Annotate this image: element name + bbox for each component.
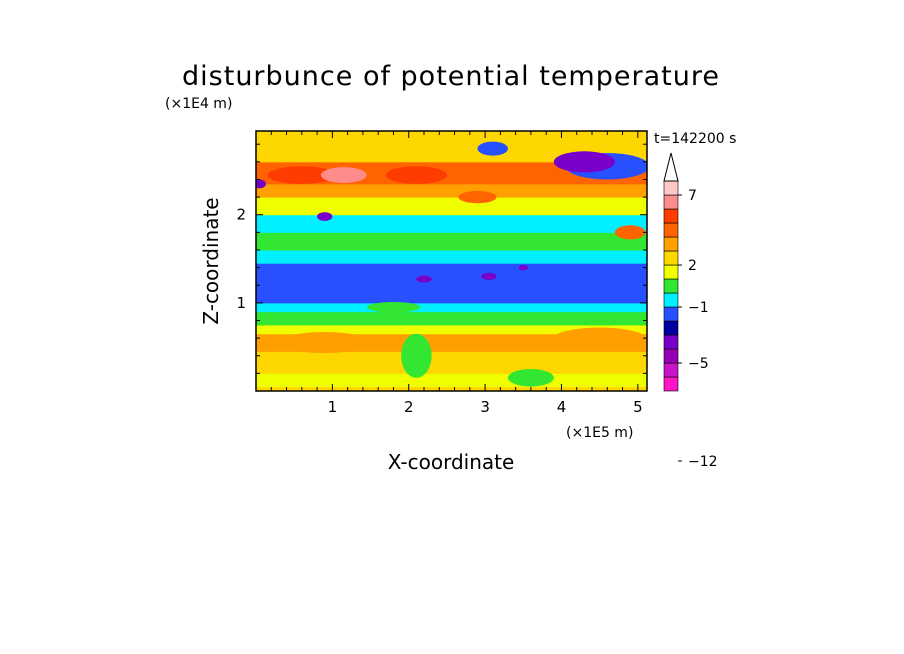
x-tick-label: 5 [633, 398, 643, 416]
contour-region [416, 275, 432, 283]
colorbar-extension [663, 152, 679, 182]
x-tick-label: 4 [557, 398, 567, 416]
contour-region [366, 301, 421, 313]
contour-region [481, 272, 497, 280]
contour-band [256, 311, 647, 326]
y-tick-label: 1 [236, 294, 246, 312]
contour-band [256, 263, 647, 304]
colorbar-swatch [663, 236, 679, 252]
contour-band [256, 197, 647, 216]
colorbar-label: −5 [688, 356, 709, 372]
y-axis-label: Z-coordinate [199, 197, 223, 324]
colorbar-swatch [663, 348, 679, 364]
contour-region [278, 331, 371, 354]
contour-region [320, 167, 367, 183]
contour-band [256, 386, 647, 391]
colorbar-swatch [663, 320, 679, 336]
x-tick-label: 3 [480, 398, 490, 416]
contour-region [382, 267, 428, 286]
x-axis-label: X-coordinate [388, 450, 515, 474]
contour-band [256, 183, 647, 198]
colorbar-swatch [663, 376, 679, 392]
contour-region [256, 179, 266, 189]
x-tick-label: 2 [404, 398, 414, 416]
contour-region [553, 327, 646, 349]
colorbar-swatch [663, 180, 679, 196]
contour-band [256, 324, 647, 335]
contour-region [614, 225, 646, 240]
contour-band [256, 373, 647, 388]
colorbar: −12−5−127 [663, 152, 718, 470]
contour-region [518, 264, 528, 271]
colorbar-swatch [663, 292, 679, 308]
colorbar-label: −1 [688, 300, 709, 316]
contour-field [256, 131, 647, 391]
x-axis: 1 2 3 4 5 [270, 131, 643, 416]
colorbar-label: −12 [688, 454, 718, 470]
colorbar-swatch [663, 334, 679, 350]
y-axis: 12 [236, 143, 647, 374]
y-axis-unit: (×1E4 m) [165, 96, 232, 112]
contour-band [256, 249, 647, 264]
colorbar-label: 7 [688, 188, 697, 204]
x-axis-unit: (×1E5 m) [566, 425, 633, 441]
colorbar-swatch [663, 264, 679, 280]
contour-region [458, 190, 497, 204]
contour-region [477, 141, 509, 156]
colorbar-swatch [663, 306, 679, 322]
colorbar-swatch [663, 278, 679, 294]
colorbar-label: 2 [688, 258, 697, 274]
chart-title: disturbunce of potential temperature [182, 61, 720, 92]
colorbar-swatch [663, 194, 679, 210]
contour-region [317, 212, 333, 221]
contour-region [385, 166, 447, 184]
colorbar-swatch [663, 362, 679, 378]
colorbar-swatch [663, 250, 679, 266]
x-tick-label: 1 [328, 398, 338, 416]
contour-region [508, 368, 554, 387]
time-label: t=142200 s [654, 131, 736, 147]
contour-band [256, 302, 647, 313]
colorbar-swatch [663, 208, 679, 224]
contour-band [256, 232, 647, 251]
colorbar-swatch [663, 222, 679, 238]
contour-region [401, 333, 432, 378]
contour-region [553, 151, 615, 173]
contour-band [256, 351, 647, 374]
contour-band [256, 214, 647, 233]
plot-frame [255, 130, 648, 392]
y-tick-label: 2 [236, 206, 246, 224]
contour-region [267, 166, 337, 184]
